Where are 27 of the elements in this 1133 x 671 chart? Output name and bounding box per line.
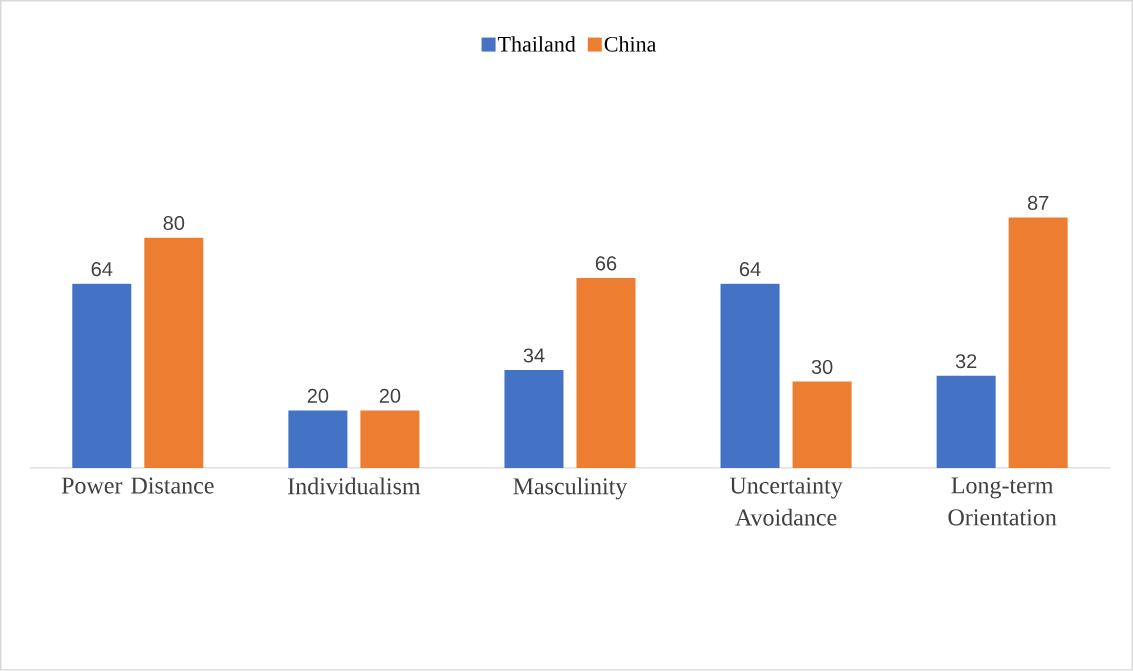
bar	[504, 370, 564, 469]
bar	[792, 381, 852, 469]
legend-label: Thailand	[497, 36, 576, 52]
x-tick-label: Power Distance	[61, 477, 214, 494]
data-label: 34	[523, 348, 545, 363]
bar	[144, 237, 204, 469]
data-label: 30	[811, 359, 833, 375]
bar	[288, 410, 348, 469]
legend-label: China	[604, 36, 657, 52]
bar	[1008, 217, 1068, 469]
data-label: 66	[595, 256, 617, 271]
x-tick-label: Masculinity	[513, 477, 628, 500]
data-label: 64	[91, 262, 113, 277]
data-label: 64	[739, 262, 761, 277]
x-tick-label: Uncertainty Avoidance	[729, 477, 843, 526]
data-label: 80	[163, 216, 185, 231]
x-tick-label: Individualism	[288, 477, 421, 495]
bar	[360, 410, 420, 469]
x-tick-label: Long-term Orientation	[948, 477, 1057, 526]
data-label: 20	[307, 388, 329, 403]
data-label: 32	[955, 354, 977, 369]
bar	[576, 278, 636, 469]
bar	[72, 283, 132, 469]
bar	[720, 283, 780, 469]
data-label: 87	[1027, 195, 1049, 211]
bar	[936, 375, 996, 469]
data-label: 20	[379, 388, 401, 403]
